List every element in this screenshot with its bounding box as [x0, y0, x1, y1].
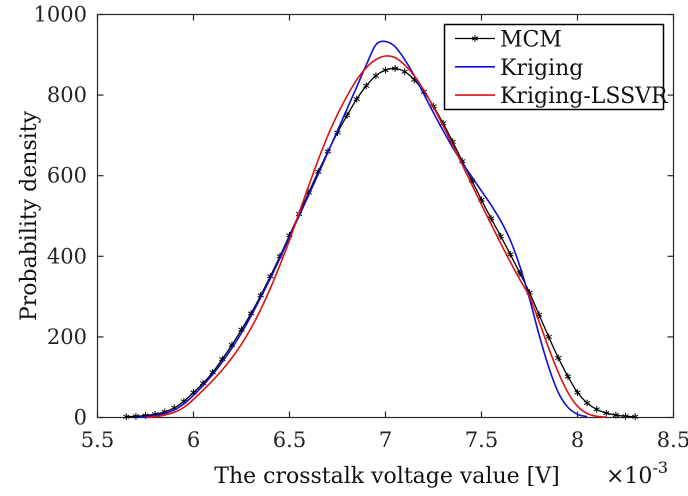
y-tick-label: 200 [47, 325, 87, 349]
y-tick-label: 1000 [34, 3, 87, 27]
legend-entry-MCM: MCM [455, 28, 562, 53]
axes: 5.5 6 6.5 7 7.5 8 8.5 0 200 400 600 800 1000 [34, 3, 688, 453]
x-tick-label: 6.5 [273, 428, 306, 452]
series-line-MCM [126, 67, 636, 418]
series [123, 40, 639, 421]
x-tick-label: 7.5 [465, 428, 498, 452]
legend-label: Kriging [500, 56, 583, 81]
y-axis-ticks [97, 13, 674, 419]
x-tick-label: 6 [187, 428, 200, 452]
legend-marker-sample [471, 35, 479, 42]
legend-box: MCM Kriging Kriging-LSSVR [443, 23, 669, 111]
x-axis-ticks [96, 14, 675, 418]
multiplier-exponent: -3 [652, 458, 668, 477]
x-tick-label: 5.5 [81, 428, 114, 452]
series-markers-MCM [123, 65, 639, 421]
legend-label: Kriging-LSSVR [500, 84, 669, 109]
x-tick-label: 8 [571, 428, 584, 452]
legend-label: MCM [500, 28, 562, 53]
y-axis-label: Probability density [17, 110, 42, 321]
legend-entry-Kriging-LSSVR: Kriging-LSSVR [455, 84, 669, 109]
x-tick-label: 8.5 [657, 428, 688, 452]
y-tick-label: 600 [47, 164, 87, 188]
y-tick-label: 0 [74, 406, 87, 430]
x-tick-label: 7 [379, 428, 392, 452]
legend-entry-Kriging: Kriging [455, 56, 583, 81]
y-tick-label: 800 [47, 83, 87, 107]
y-tick-label: 400 [47, 244, 87, 268]
series-line-Kriging [135, 40, 588, 419]
x-axis-multiplier: ×10-3 [606, 458, 668, 489]
x-axis-label: The crosstalk voltage value [V] [214, 464, 559, 489]
series-line-Kriging-LSSVR [145, 55, 607, 419]
multiplier-base: ×10 [606, 464, 652, 489]
